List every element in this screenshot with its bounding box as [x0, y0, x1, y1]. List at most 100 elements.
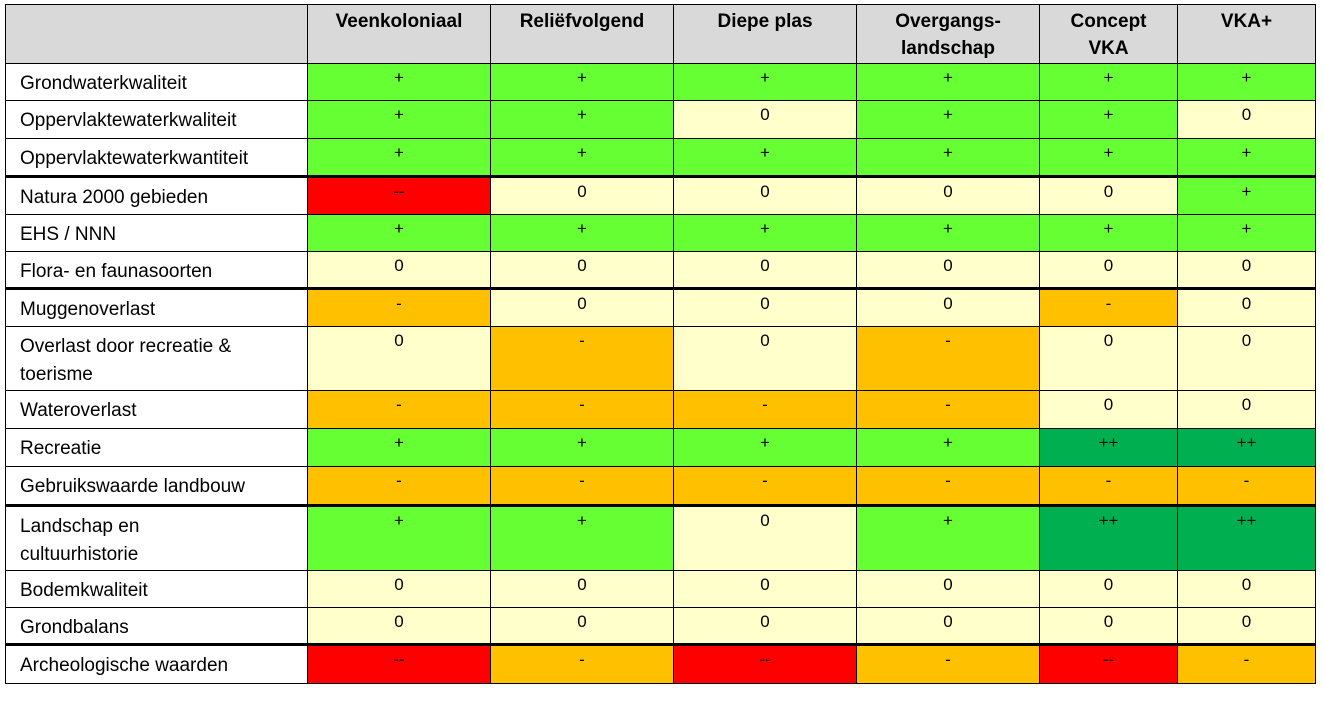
table-row: Grondbalans 0 0 0 0 0 0	[5, 607, 1316, 645]
score-cell: -	[856, 466, 1040, 506]
column-header: Diepe plas	[673, 4, 857, 64]
score-cell: +	[490, 138, 674, 177]
table-row: Archeologische waarden -- - -- - -- -	[5, 643, 1316, 684]
score-cell: 0	[1039, 251, 1178, 289]
score-cell: +	[673, 428, 857, 467]
score-cell: 0	[856, 175, 1040, 215]
score-cell: 0	[1177, 251, 1316, 289]
score-cell: 0	[673, 287, 857, 327]
row-label: Natura 2000 gebieden	[5, 175, 308, 215]
score-cell: -	[490, 466, 674, 506]
score-cell: -	[490, 326, 674, 391]
column-header: Veenkoloniaal	[307, 4, 491, 64]
score-cell: 0	[307, 326, 491, 391]
score-cell: 0	[1177, 100, 1316, 139]
score-cell: --	[1039, 643, 1178, 684]
row-label: Muggenoverlast	[5, 287, 308, 327]
header-row: Veenkoloniaal Reliëfvolgend Diepe plas Over…	[5, 4, 1316, 64]
score-cell: +	[307, 138, 491, 177]
score-cell: -	[490, 643, 674, 684]
score-cell: -	[673, 390, 857, 429]
score-cell: -	[856, 326, 1040, 391]
score-cell: 0	[673, 570, 857, 608]
score-cell: +	[1039, 138, 1178, 177]
table-row: Overlast door recreatie & toerisme 0-0-0 0	[5, 326, 1316, 391]
row-label: Overlast door recreatie & toerisme	[5, 326, 308, 391]
score-cell: +	[307, 214, 491, 252]
score-cell: 0	[1177, 390, 1316, 429]
score-cell: 0	[1177, 326, 1316, 391]
column-header: Reliëfvolgend	[490, 4, 674, 64]
score-cell: ++	[1177, 428, 1316, 467]
score-cell: -	[307, 287, 491, 327]
score-cell: +	[673, 63, 857, 101]
score-cell: +	[307, 63, 491, 101]
score-cell: +	[307, 100, 491, 139]
row-label: Archeologische waarden	[5, 643, 308, 684]
score-cell: +	[1039, 214, 1178, 252]
assessment-table-container: Veenkoloniaal Reliëfvolgend Diepe plas Over…	[5, 4, 1316, 684]
score-cell: -	[856, 390, 1040, 429]
score-cell: -	[1177, 466, 1316, 506]
score-cell: ++	[1177, 504, 1316, 571]
score-cell: +	[307, 504, 491, 571]
column-header: VKA+	[1177, 4, 1316, 64]
table-body: Grondwaterkwaliteit + + + + + + Oppervlaktewate…	[5, 63, 1316, 684]
score-cell: +	[1177, 214, 1316, 252]
table-row: Flora- en faunasoorten 0 0 0 0 0 0	[5, 251, 1316, 289]
score-cell: 0	[490, 607, 674, 645]
score-cell: -	[1039, 287, 1178, 327]
row-label: EHS / NNN	[5, 214, 308, 252]
score-cell: 0	[673, 326, 857, 391]
score-cell: ++	[1039, 504, 1178, 571]
score-cell: +	[1039, 100, 1178, 139]
table-row: Oppervlaktewaterkwantiteit + + + + + +	[5, 138, 1316, 177]
score-cell: 0	[1039, 607, 1178, 645]
score-cell: 0	[1177, 287, 1316, 327]
score-cell: 0	[673, 251, 857, 289]
score-cell: 0	[1039, 570, 1178, 608]
score-cell: 0	[490, 570, 674, 608]
table-row: Landschap en cultuurhistorie + +0 + ++ ++	[5, 504, 1316, 571]
score-cell: +	[856, 504, 1040, 571]
score-cell: +	[490, 504, 674, 571]
row-label: Grondbalans	[5, 607, 308, 645]
score-cell: +	[307, 428, 491, 467]
score-cell: +	[490, 428, 674, 467]
score-cell: --	[307, 643, 491, 684]
table-row: Wateroverlast - - - -0 0	[5, 390, 1316, 429]
score-cell: +	[1177, 63, 1316, 101]
table-row: Muggenoverlast -0 0 0-0	[5, 287, 1316, 327]
score-cell: 0	[673, 100, 857, 139]
row-label: Recreatie	[5, 428, 308, 467]
score-cell: -	[856, 643, 1040, 684]
score-cell: 0	[1039, 326, 1178, 391]
score-cell: 0	[856, 287, 1040, 327]
score-cell: -	[307, 466, 491, 506]
row-label: Landschap en cultuurhistorie	[5, 504, 308, 571]
table-row: Bodemkwaliteit 0 0 0 0 0 0	[5, 570, 1316, 608]
score-cell: +	[856, 100, 1040, 139]
score-cell: +	[856, 63, 1040, 101]
row-label: Flora- en faunasoorten	[5, 251, 308, 289]
score-cell: 0	[1039, 175, 1178, 215]
score-cell: +	[490, 214, 674, 252]
score-cell: 0	[490, 175, 674, 215]
score-cell: 0	[307, 607, 491, 645]
table-row: EHS / NNN + + + + + +	[5, 214, 1316, 252]
table-row: Natura 2000 gebieden -- 0 0 0 0 +	[5, 175, 1316, 215]
score-cell: -	[490, 390, 674, 429]
score-cell: +	[673, 138, 857, 177]
score-cell: +	[1177, 175, 1316, 215]
table-row: Recreatie + + + + ++ ++	[5, 428, 1316, 467]
score-cell: -	[673, 466, 857, 506]
score-cell: +	[1177, 138, 1316, 177]
score-cell: 0	[490, 287, 674, 327]
row-label: Gebruikswaarde landbouw	[5, 466, 308, 506]
row-label: Wateroverlast	[5, 390, 308, 429]
score-cell: 0	[856, 570, 1040, 608]
score-cell: -	[1177, 643, 1316, 684]
assessment-table: Veenkoloniaal Reliëfvolgend Diepe plas Over…	[5, 4, 1316, 684]
row-label: Oppervlaktewaterkwaliteit	[5, 100, 308, 139]
score-cell: 0	[307, 251, 491, 289]
